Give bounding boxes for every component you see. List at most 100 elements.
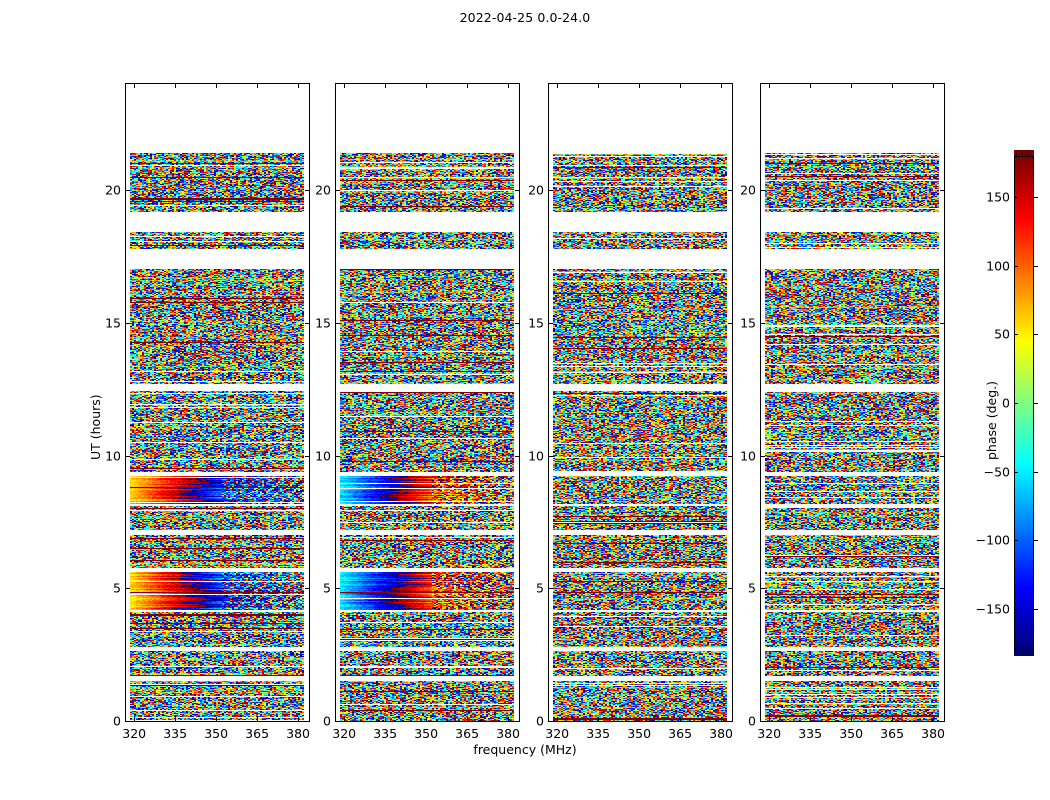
x-tick-xy-320 (557, 717, 559, 721)
colorbar-ticklabel-0: 0 (1002, 395, 1010, 411)
x-tick-xy-350 (639, 717, 641, 721)
y-tick-xy-0 (549, 721, 553, 722)
y-tick-yx-5 (761, 588, 765, 590)
y-tick-right-yy-20 (515, 190, 519, 192)
x-tick-xx-335 (175, 717, 177, 721)
x-tick-xy-365 (680, 717, 682, 721)
y-tick-xx-0 (126, 721, 130, 722)
y-ticklabel-yx-5: 5 (748, 580, 756, 596)
y-tick-yx-20 (761, 190, 765, 192)
y-tick-yx-10 (761, 455, 765, 457)
y-tick-yy-5 (336, 588, 340, 590)
x-tick-yx-335 (810, 717, 812, 721)
colorbar-tick-inner--150 (1014, 608, 1018, 610)
y-ticklabel-yx-15: 15 (740, 315, 756, 331)
panel-yy[interactable]: YY, V5*V16=EA11*EA15 (335, 83, 520, 722)
x-axis-label: frequency (MHz) (473, 742, 577, 757)
y-tick-right-xy-15 (728, 322, 732, 324)
x-tick-xx-380 (298, 717, 300, 721)
y-ticklabel-yx-20: 20 (740, 182, 756, 198)
y-tick-yy-10 (336, 455, 340, 457)
y-tick-xx-15 (126, 322, 130, 324)
y-ticklabel-xy-15: 15 (528, 315, 544, 331)
x-tick-top-xx-350 (216, 84, 218, 88)
colorbar-tick-50 (1034, 334, 1038, 336)
y-tick-xy-5 (549, 588, 553, 590)
x-tick-top-yy-350 (426, 84, 428, 88)
colorbar-tick-inner-100 (1014, 265, 1018, 267)
y-tick-right-yy-10 (515, 455, 519, 457)
y-ticklabel-yy-15: 15 (315, 315, 331, 331)
x-ticklabel-yy-335: 335 (373, 726, 398, 741)
colorbar-tick-inner-50 (1014, 334, 1018, 336)
colorbar-ticklabel-100: 100 (986, 258, 1010, 274)
x-ticklabel-xx-320: 320 (122, 726, 147, 741)
panel-xx[interactable]: XX, V5*V16=EA11*EA15 (125, 83, 310, 722)
colorbar-ticklabel--150: −150 (975, 601, 1010, 617)
colorbar-tick-100 (1034, 265, 1038, 267)
x-tick-top-yx-350 (851, 84, 853, 88)
panel-yx[interactable]: YX, V5*V16=EA11*EA15 (760, 83, 945, 722)
heatmap-yy (336, 84, 519, 721)
heatmap-yx (761, 84, 944, 721)
colorbar-tick--100 (1034, 540, 1038, 542)
colorbar-extend-top (1014, 150, 1034, 156)
x-tick-xx-350 (216, 717, 218, 721)
x-tick-top-xy-380 (721, 84, 723, 88)
y-tick-right-xy-5 (728, 588, 732, 590)
colorbar-extend-bottom (1014, 650, 1034, 656)
y-tick-yy-20 (336, 190, 340, 192)
x-tick-top-yy-365 (467, 84, 469, 88)
colorbar-tick-150 (1034, 197, 1038, 199)
x-tick-top-yx-335 (810, 84, 812, 88)
x-tick-yy-350 (426, 717, 428, 721)
colorbar-tick-inner--50 (1014, 471, 1018, 473)
x-ticklabel-xy-335: 335 (586, 726, 611, 741)
x-tick-xy-335 (598, 717, 600, 721)
y-tick-right-xx-10 (305, 455, 309, 457)
y-ticklabel-xx-10: 10 (105, 448, 121, 464)
y-ticklabel-yx-0: 0 (748, 713, 756, 729)
y-tick-right-yy-15 (515, 322, 519, 324)
panel-xy[interactable]: XY, V5*V16=EA11*EA15 (548, 83, 733, 722)
x-ticklabel-xx-350: 350 (204, 726, 229, 741)
x-tick-yy-320 (344, 717, 346, 721)
x-ticklabel-yx-365: 365 (880, 726, 905, 741)
colorbar-ticklabel--100: −100 (975, 532, 1010, 548)
y-tick-right-yx-5 (940, 588, 944, 590)
y-ticklabel-yy-5: 5 (323, 580, 331, 596)
x-tick-top-xy-335 (598, 84, 600, 88)
y-ticklabel-yy-20: 20 (315, 182, 331, 198)
y-ticklabel-xy-20: 20 (528, 182, 544, 198)
x-ticklabel-xy-350: 350 (627, 726, 652, 741)
colorbar-tick--50 (1034, 471, 1038, 473)
x-tick-top-yy-380 (508, 84, 510, 88)
x-ticklabel-xy-380: 380 (709, 726, 733, 741)
x-tick-top-yx-365 (892, 84, 894, 88)
x-tick-xx-365 (257, 717, 259, 721)
x-ticklabel-xx-380: 380 (286, 726, 310, 741)
colorbar-tick-inner--100 (1014, 540, 1018, 542)
x-tick-yy-380 (508, 717, 510, 721)
x-ticklabel-yx-380: 380 (921, 726, 945, 741)
y-ticklabel-xx-0: 0 (113, 713, 121, 729)
y-tick-right-yx-15 (940, 322, 944, 324)
x-tick-xy-380 (721, 717, 723, 721)
x-tick-top-xy-320 (557, 84, 559, 88)
x-tick-top-yx-380 (933, 84, 935, 88)
y-ticklabel-xx-5: 5 (113, 580, 121, 596)
y-ticklabel-xy-10: 10 (528, 448, 544, 464)
y-tick-right-yy-5 (515, 588, 519, 590)
y-tick-right-xx-5 (305, 588, 309, 590)
y-ticklabel-xy-0: 0 (536, 713, 544, 729)
y-tick-right-yx-10 (940, 455, 944, 457)
y-tick-yx-15 (761, 322, 765, 324)
x-ticklabel-xx-335: 335 (163, 726, 188, 741)
y-tick-yx-0 (761, 721, 765, 722)
x-tick-yx-380 (933, 717, 935, 721)
x-tick-yx-350 (851, 717, 853, 721)
x-ticklabel-yx-335: 335 (798, 726, 823, 741)
colorbar-ticklabel-150: 150 (986, 189, 1010, 205)
y-ticklabel-yy-10: 10 (315, 448, 331, 464)
